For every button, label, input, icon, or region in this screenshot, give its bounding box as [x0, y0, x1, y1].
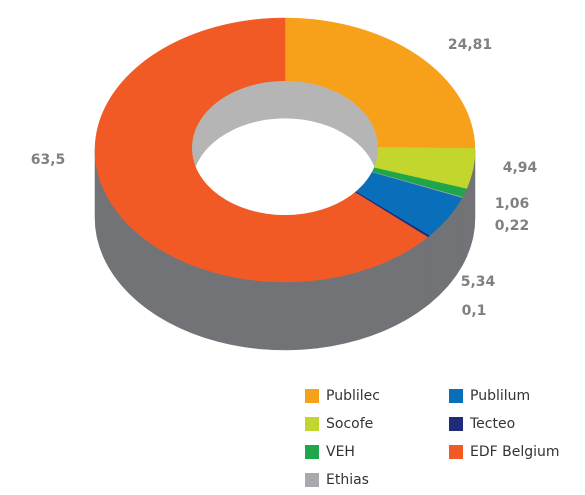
legend-swatch: [305, 417, 319, 431]
value-label: 4,94: [503, 160, 538, 176]
value-label: 63,5: [31, 152, 66, 168]
value-label: 24,81: [448, 37, 492, 53]
value-label: 0,1: [462, 303, 487, 319]
legend-swatch: [449, 417, 463, 431]
legend-swatch: [305, 473, 319, 487]
legend-swatch: [449, 389, 463, 403]
legend-label: Socofe: [326, 416, 373, 432]
legend-label: VEH: [326, 444, 355, 460]
slice-side: [462, 188, 467, 266]
legend-label: Publilum: [470, 388, 530, 404]
legend-swatch: [305, 389, 319, 403]
hole-floor: [192, 118, 378, 215]
slice-side: [427, 235, 430, 306]
legend-label: EDF Belgium: [470, 444, 560, 460]
value-label: 5,34: [461, 274, 496, 290]
legend-swatch: [449, 445, 463, 459]
legend-label: Ethias: [326, 472, 369, 488]
value-label: 0,22: [495, 218, 530, 234]
value-label: 1,06: [495, 196, 530, 212]
legend-swatch: [305, 445, 319, 459]
legend-label: Tecteo: [469, 416, 515, 432]
legend-label: Publilec: [326, 388, 380, 404]
